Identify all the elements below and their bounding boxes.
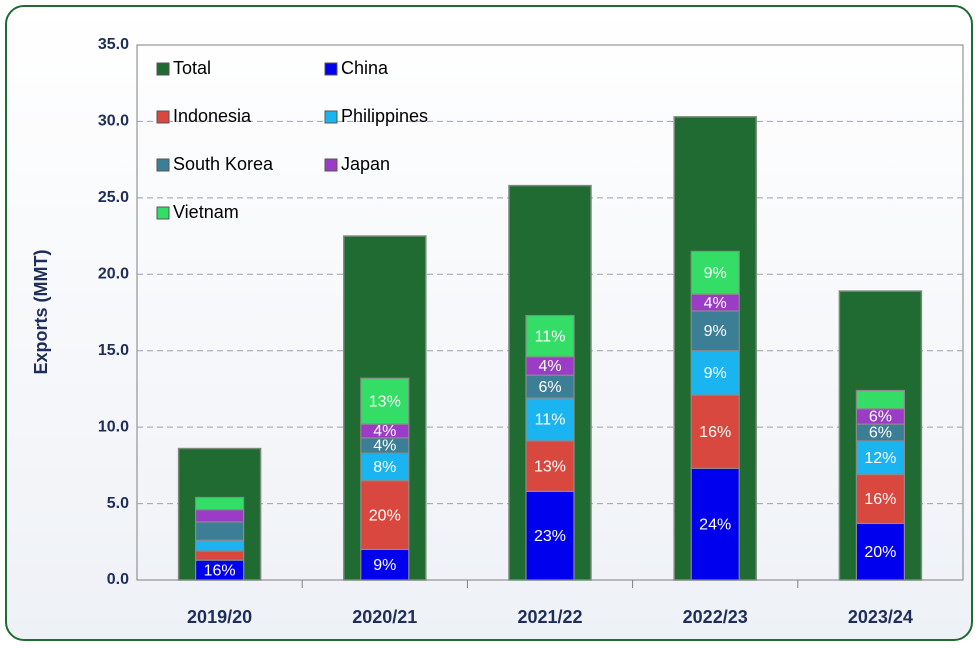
bar-segment bbox=[690, 467, 740, 581]
legend-swatch bbox=[156, 62, 170, 76]
segment-label: 16% bbox=[699, 424, 731, 441]
y-axis-label: Exports (MMT) bbox=[31, 250, 51, 375]
bar-segment bbox=[525, 397, 575, 442]
y-tick-label: 35.0 bbox=[98, 36, 129, 53]
segment-label: 9% bbox=[373, 557, 396, 574]
segment-label: 4% bbox=[373, 438, 396, 455]
y-tick-label: 5.0 bbox=[107, 495, 129, 512]
y-tick-label: 25.0 bbox=[98, 189, 129, 206]
legend-swatch bbox=[324, 110, 338, 124]
legend-label: South Korea bbox=[173, 154, 274, 174]
segment-label: 13% bbox=[534, 458, 566, 475]
bar-segment bbox=[690, 394, 740, 470]
segment-label: 20% bbox=[369, 507, 401, 524]
segment-label: 6% bbox=[869, 425, 892, 442]
bar-segment bbox=[195, 550, 245, 561]
y-tick-label: 15.0 bbox=[98, 342, 129, 359]
legend-swatch bbox=[156, 206, 170, 220]
bar-segment bbox=[690, 250, 740, 295]
x-tick-label: 2021/22 bbox=[517, 607, 582, 627]
segment-label: 23% bbox=[534, 528, 566, 545]
legend-label: Indonesia bbox=[173, 106, 252, 126]
bar-segment bbox=[525, 440, 575, 492]
y-tick-label: 30.0 bbox=[98, 113, 129, 130]
y-tick-label: 10.0 bbox=[98, 418, 129, 435]
bar-segment bbox=[195, 496, 245, 511]
segment-label: 9% bbox=[704, 323, 727, 340]
bar-segment bbox=[525, 314, 575, 358]
segment-label: 16% bbox=[864, 491, 896, 508]
legend-label: Total bbox=[173, 58, 211, 78]
bar-segment bbox=[195, 539, 245, 552]
legend-swatch bbox=[156, 110, 170, 124]
segment-label: 11% bbox=[535, 412, 566, 429]
bar-segment bbox=[855, 522, 906, 581]
segment-label: 11% bbox=[535, 328, 566, 345]
segment-label: 4% bbox=[704, 295, 727, 312]
segment-label: 24% bbox=[699, 516, 731, 533]
segment-label: 9% bbox=[704, 365, 727, 382]
legend-label: Vietnam bbox=[173, 202, 239, 222]
bar-segment bbox=[195, 509, 245, 523]
legend-label: Japan bbox=[341, 154, 390, 174]
legend-label: Philippines bbox=[341, 106, 428, 126]
bar-segment bbox=[360, 377, 410, 425]
legend-swatch bbox=[156, 158, 170, 172]
segment-label: 9% bbox=[704, 265, 727, 282]
bar-segment bbox=[360, 548, 410, 581]
bar-segment bbox=[360, 480, 410, 551]
x-tick-label: 2022/23 bbox=[683, 607, 748, 627]
segment-label: 12% bbox=[864, 450, 896, 467]
legend-label: China bbox=[341, 58, 389, 78]
segment-label: 8% bbox=[373, 459, 396, 476]
segment-label: 20% bbox=[864, 544, 896, 561]
segment-label: 6% bbox=[869, 409, 892, 426]
bar-segment bbox=[855, 389, 906, 410]
segment-label: 13% bbox=[369, 393, 401, 410]
bar-segment bbox=[690, 350, 740, 396]
segment-label: 4% bbox=[538, 358, 561, 375]
legend-swatch bbox=[324, 62, 338, 76]
segment-label: 6% bbox=[538, 379, 561, 396]
bar-segment bbox=[525, 490, 575, 581]
bar-segment bbox=[855, 440, 906, 476]
segment-label: 4% bbox=[373, 423, 396, 440]
x-tick-label: 2023/24 bbox=[848, 607, 913, 627]
legend-swatch bbox=[324, 158, 338, 172]
bar-segment bbox=[855, 473, 906, 525]
x-tick-label: 2019/20 bbox=[187, 607, 252, 627]
y-tick-label: 0.0 bbox=[107, 571, 129, 588]
y-tick-label: 20.0 bbox=[98, 266, 129, 283]
x-tick-label: 2020/21 bbox=[352, 607, 417, 627]
frame bbox=[5, 5, 973, 641]
segment-label: 16% bbox=[204, 562, 236, 579]
bar-segment bbox=[195, 521, 245, 541]
